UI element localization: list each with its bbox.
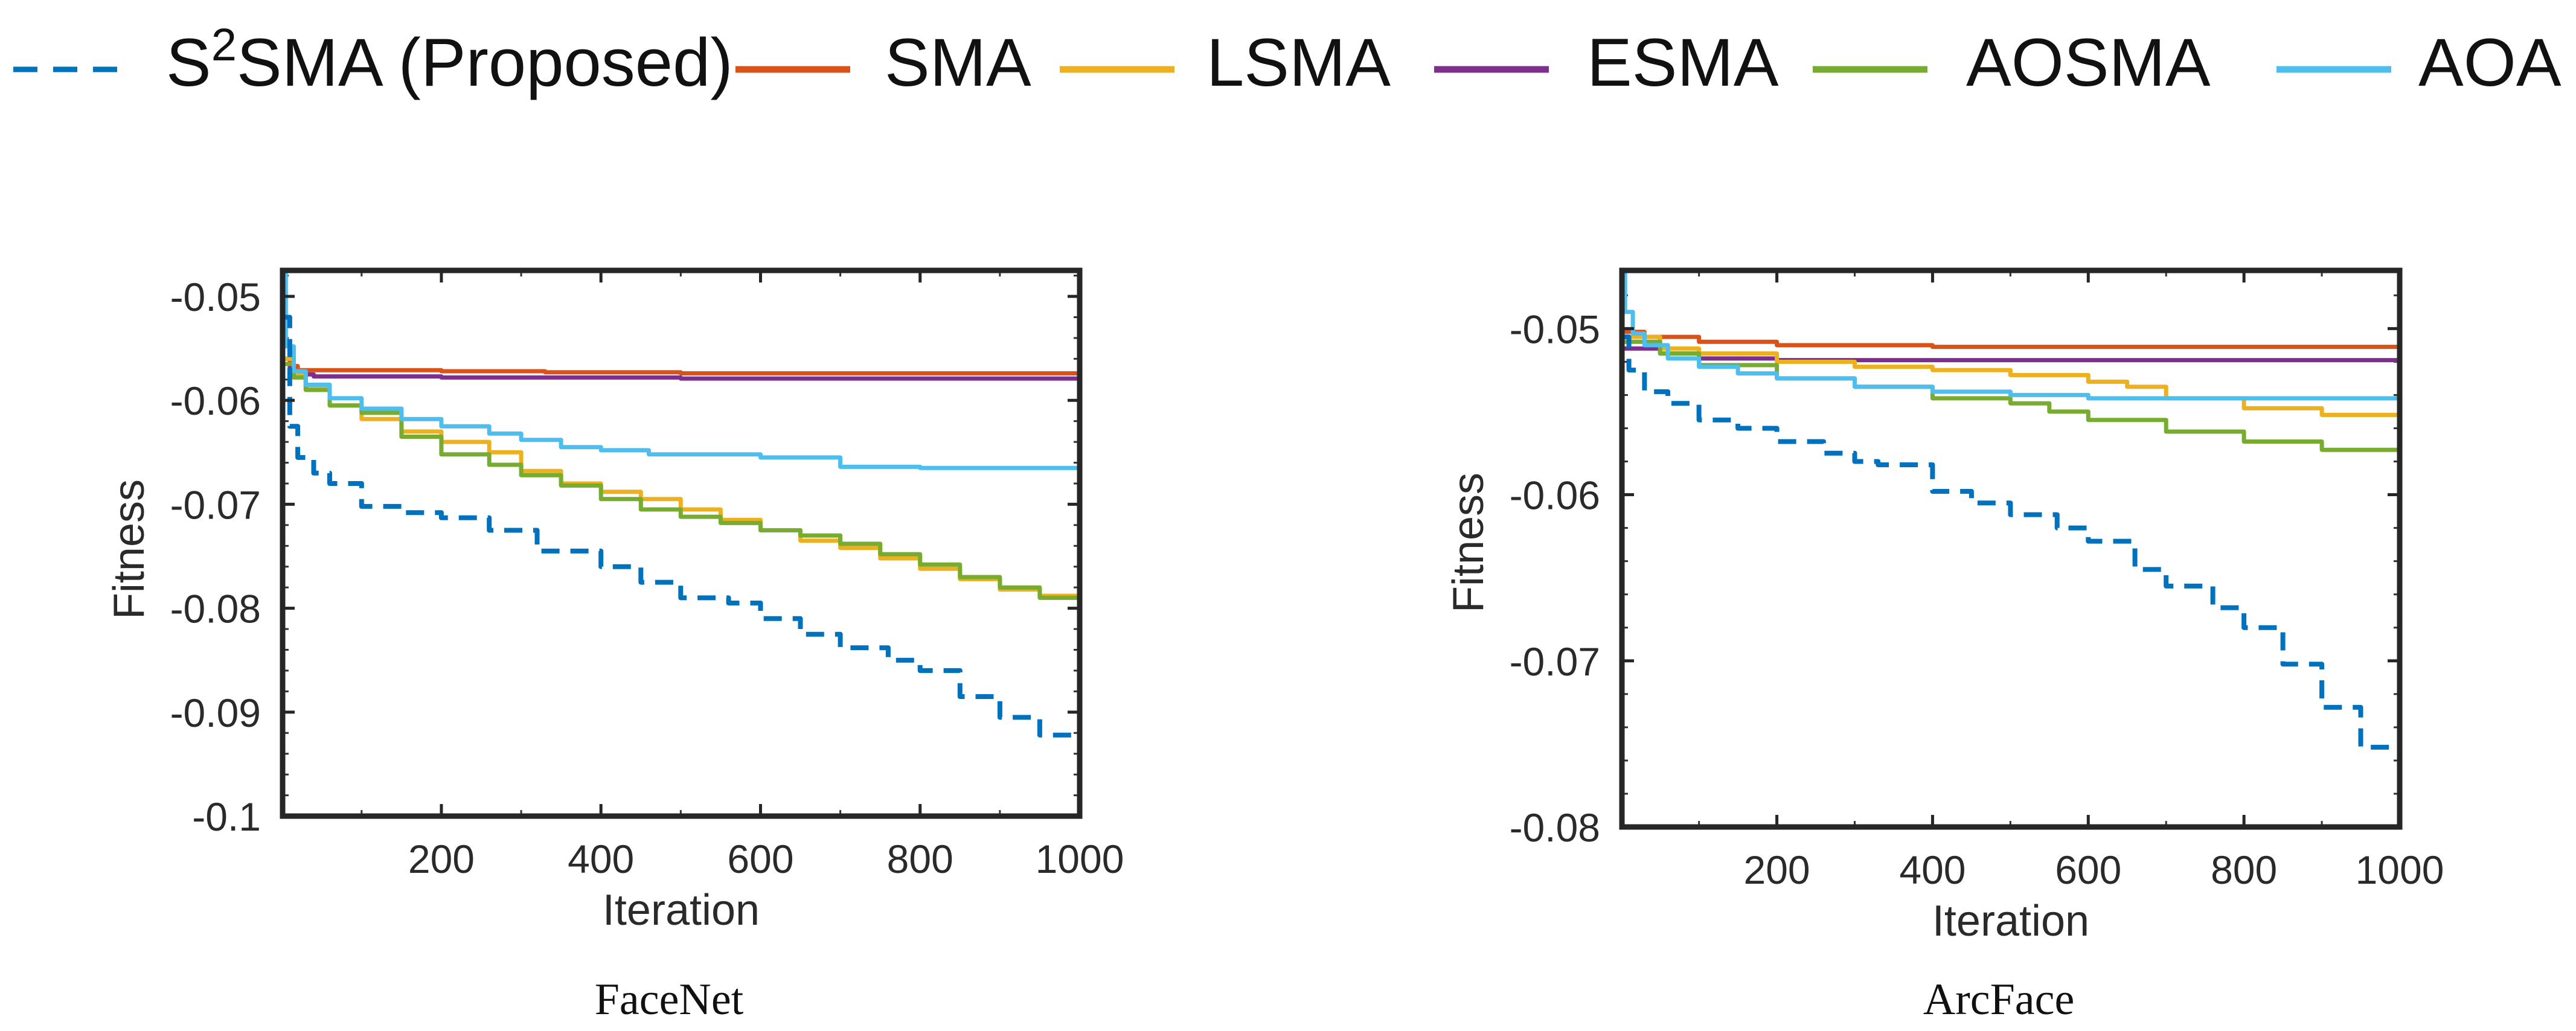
series-line-s2sma-proposed (1622, 334, 2400, 797)
plot-frame (280, 267, 1083, 819)
legend-item-esma: ESMA (1434, 25, 1779, 100)
x-axis-label: Iteration (603, 886, 760, 934)
chart-caption: FaceNet (595, 975, 744, 1024)
legend-label: LSMA (1206, 25, 1391, 100)
x-tick-label: 200 (1744, 847, 1810, 892)
x-tick-label: 800 (887, 837, 953, 881)
legend-label-main: AOA (2418, 25, 2562, 100)
series-line-sma (283, 356, 1080, 375)
x-tick-label: 1000 (1036, 837, 1124, 881)
x-tick-label: 400 (568, 837, 634, 881)
x-tick-label: 1000 (2356, 847, 2444, 892)
legend-item-lsma: LSMA (1060, 25, 1391, 100)
series-line-s2sma-proposed (283, 314, 1080, 754)
y-axis-label: Fitness (1444, 473, 1493, 613)
legend-label: SMA (885, 25, 1031, 100)
legend-item-s2sma-proposed: S2SMA (Proposed) (13, 19, 733, 100)
legend-label-main: ESMA (1587, 25, 1779, 100)
plot-frame (1619, 267, 2403, 830)
plot-area (283, 270, 1080, 754)
legend-label: ESMA (1587, 25, 1779, 100)
y-tick-label: -0.06 (1510, 473, 1600, 518)
y-tick-label: -0.09 (170, 691, 261, 735)
legend-label-main: AOSMA (1966, 25, 2211, 100)
y-tick-label: -0.06 (170, 378, 261, 423)
axis-ticks: 200 400 600 800 1000 -0.05 -0.06 -0.07 -0.08 -0.0… (170, 270, 1124, 881)
series-line-aoa (283, 270, 1080, 470)
legend-label-superscript: 2 (211, 19, 237, 71)
x-tick-label: 800 (2211, 847, 2277, 892)
legend-label-main: SMA (885, 25, 1031, 100)
minor-ticks (283, 270, 1081, 817)
y-tick-label: -0.05 (1510, 307, 1600, 351)
chart-facenet: 200 400 600 800 1000 -0.05 -0.06 -0.07 -0.08 -0.0… (105, 267, 1124, 1024)
legend-item-sma: SMA (735, 25, 1031, 100)
x-tick-label: 600 (2055, 847, 2121, 892)
y-tick-label: -0.07 (170, 482, 261, 527)
series-line-lsma (1622, 334, 2400, 425)
y-tick-label: -0.08 (1510, 805, 1600, 850)
y-tick-label: -0.07 (1510, 639, 1600, 684)
legend-label: S2SMA (Proposed) (166, 19, 733, 100)
chart-arcface: 200 400 600 800 1000 -0.05 -0.06 -0.07 -0.08 Iter… (1444, 267, 2444, 1024)
legend-label: AOA (2418, 25, 2562, 100)
y-tick-label: -0.05 (170, 275, 261, 319)
y-axis-label: Fitness (105, 479, 153, 619)
series-line-aosma (283, 362, 1080, 608)
legend-label-rest: SMA (Proposed) (237, 25, 733, 100)
legend-label-main: S (166, 25, 211, 100)
legend-label-main: LSMA (1206, 25, 1391, 100)
legend: S2SMA (Proposed) SMA LSMA ESMA AOSMA AOA (13, 19, 2562, 100)
axis-ticks: 200 400 600 800 1000 -0.05 -0.06 -0.07 -0.08 (1510, 270, 2444, 892)
legend-item-aosma: AOSMA (1813, 25, 2211, 100)
x-tick-label: 600 (727, 837, 793, 881)
x-tick-label: 400 (1899, 847, 1966, 892)
y-tick-label: -0.1 (192, 794, 261, 839)
legend-label: AOSMA (1966, 25, 2211, 100)
x-axis-label: Iteration (1932, 897, 2089, 945)
chart-caption: ArcFace (1923, 975, 2075, 1024)
series-line-sma (1622, 330, 2400, 350)
series-line-aoa (1622, 270, 2400, 401)
y-tick-label: -0.08 (170, 587, 261, 631)
x-tick-label: 200 (408, 837, 475, 881)
legend-item-aoa: AOA (2276, 25, 2562, 100)
plot-area (1622, 270, 2400, 797)
